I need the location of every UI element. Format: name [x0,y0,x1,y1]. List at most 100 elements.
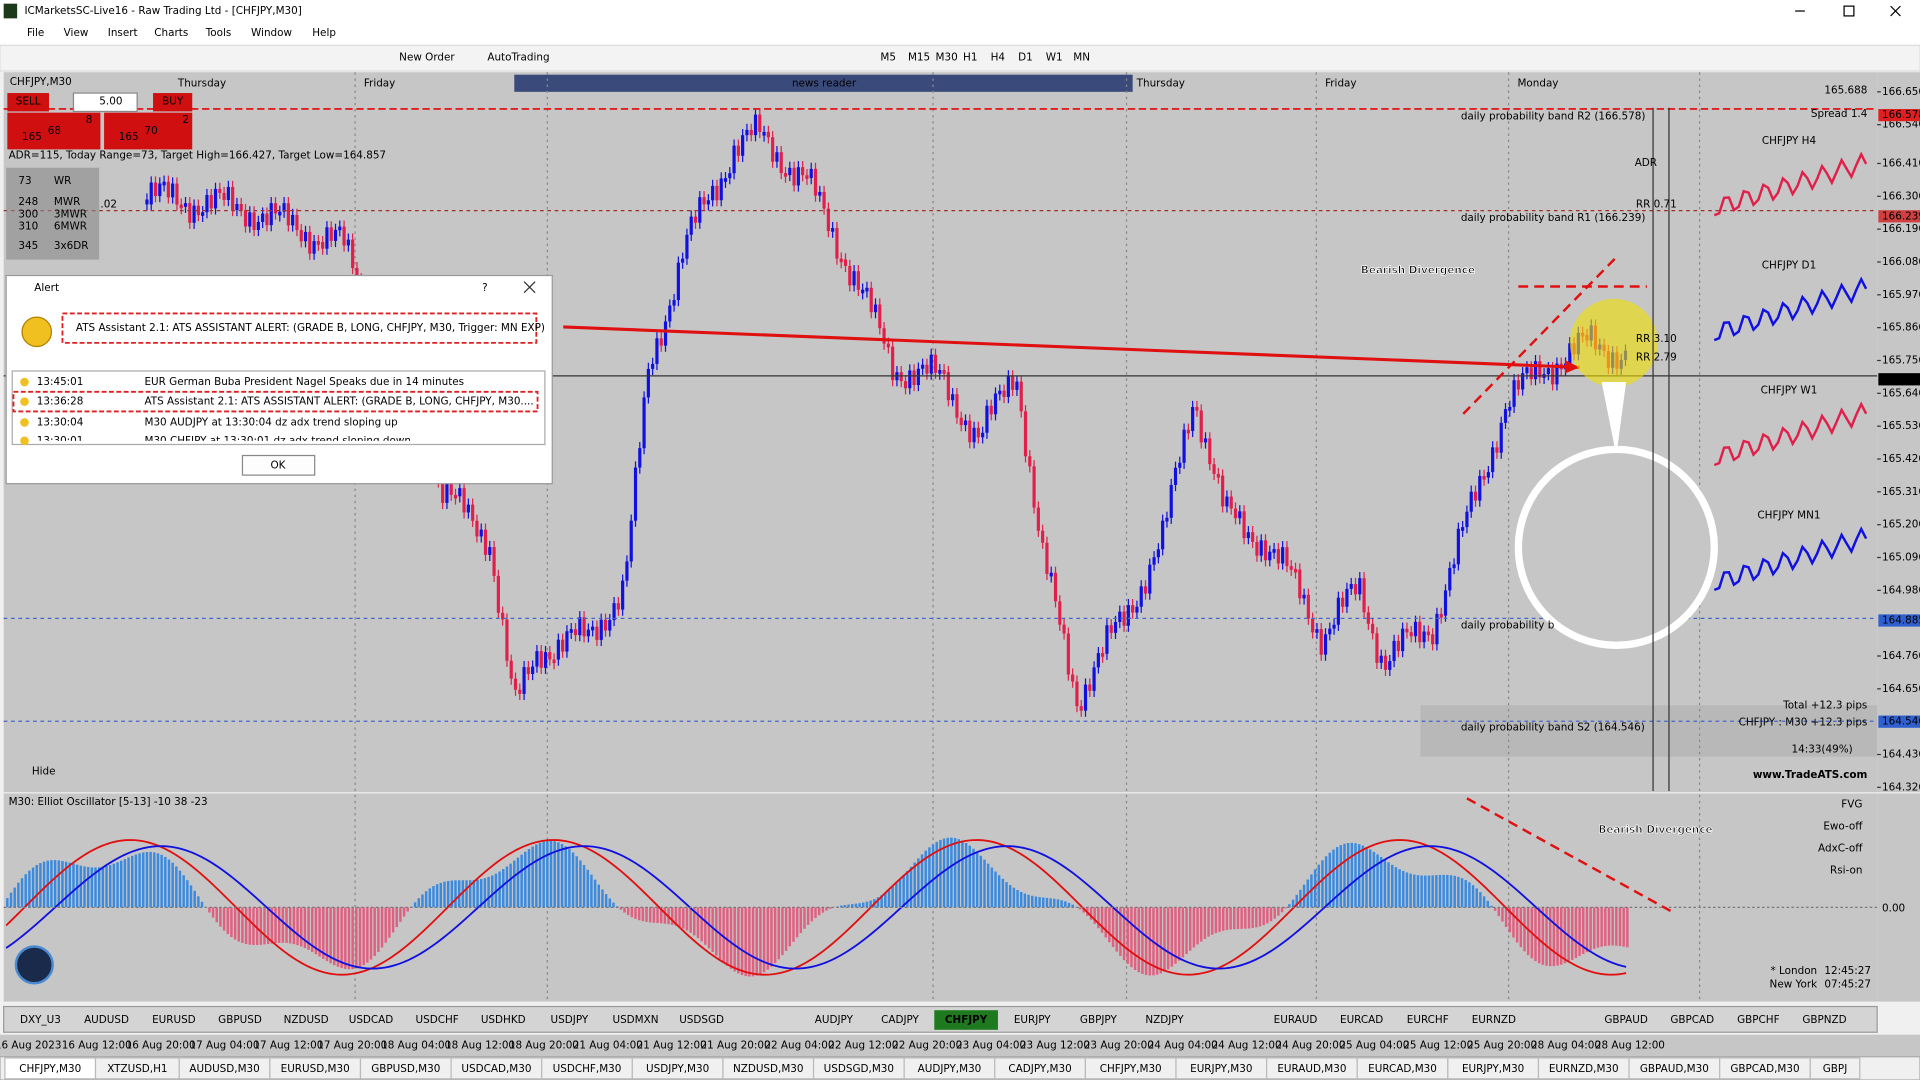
symbol-button[interactable]: USDCHF [416,1014,459,1026]
symbol-button[interactable]: DXY_U3 [20,1014,61,1026]
symbol-button[interactable]: CADJPY [881,1014,919,1026]
hide-button[interactable]: Hide [32,765,56,777]
symbol-button[interactable]: EURJPY [1014,1014,1051,1026]
oscillator-switch[interactable]: AdxC-off [1818,843,1863,855]
menu-item[interactable]: View [64,27,89,39]
symbol-button[interactable]: GBPCAD [1670,1014,1714,1026]
candle [775,152,779,162]
oscillator-switch[interactable]: Rsi-on [1830,865,1862,877]
toolbar-button[interactable]: New Order [399,52,455,64]
symbol-button[interactable]: EURCHF [1407,1014,1449,1026]
tab-label[interactable]: EURNZD,M30 [1549,1063,1619,1075]
tab-label[interactable]: EURUSD,M30 [281,1063,350,1075]
symbol-button[interactable]: USDMXN [612,1014,658,1026]
tab-label[interactable]: GBPJ [1823,1063,1848,1075]
toolbar-button[interactable]: AutoTrading [487,52,549,64]
timeframe-button[interactable]: M5 [880,52,896,64]
candle [539,651,543,668]
timeframe-button[interactable]: W1 [1046,52,1063,64]
histogram-bar [1475,888,1478,908]
symbol-button[interactable]: USDSGD [679,1014,724,1026]
symbol-button[interactable]: EURCAD [1340,1014,1383,1026]
symbol-button[interactable]: GBPJPY [1080,1014,1118,1026]
candle [162,181,166,186]
oscillator-axis [1877,793,1920,1002]
timeframe-button[interactable]: M15 [908,52,930,64]
ok-label[interactable]: OK [270,459,286,471]
symbol-button[interactable]: GBPUSD [218,1014,262,1026]
timeframe-button[interactable]: M30 [936,52,958,64]
menu-item[interactable]: Help [312,27,336,39]
menu-item[interactable]: File [27,27,44,39]
timeframe-button[interactable]: H1 [963,52,977,64]
oscillator-switch[interactable]: FVG [1841,798,1862,810]
symbol-button[interactable]: USDHKD [481,1014,526,1026]
tab-label[interactable]: AUDUSD,M30 [189,1063,259,1075]
lot-input[interactable] [72,92,138,113]
menu-item[interactable]: Tools [205,27,232,39]
tab-label[interactable]: USDJPY,M30 [646,1063,709,1075]
tab-label[interactable]: USDSGD,M30 [824,1063,894,1075]
timeframe-button[interactable]: H4 [991,52,1006,64]
tab-label[interactable]: EURAUD,M30 [1277,1063,1346,1075]
ok-button[interactable] [241,454,316,476]
window-controls[interactable] [1795,5,1901,17]
histogram-bar [1416,875,1420,908]
tab-label[interactable]: EURCAD,M30 [1368,1063,1437,1075]
tab-label[interactable]: CHFJPY,M30 [19,1063,81,1075]
menu-item[interactable]: Insert [108,27,138,39]
symbol-button[interactable]: GBPAUD [1604,1014,1648,1026]
adr-line: ADR=115, Today Range=73, Target High=166… [9,150,386,162]
tab-label[interactable]: GBPCAD,M30 [1730,1063,1799,1075]
symbol-button[interactable]: USDCAD [349,1014,394,1026]
candle [565,631,569,652]
tab-label[interactable]: EURJPY,M30 [1462,1063,1524,1075]
symbol-button[interactable]: NZDUSD [284,1014,329,1026]
symbol-button[interactable]: AUDJPY [815,1014,854,1026]
active-symbol[interactable] [934,1010,998,1030]
histogram-bar [1449,875,1453,908]
candle [1096,653,1100,668]
tab-label[interactable]: NZDUSD,M30 [733,1063,804,1075]
buy-button[interactable] [153,93,193,112]
tab[interactable] [1809,1057,1861,1080]
ask-box[interactable] [104,112,193,150]
bid-box[interactable] [7,112,101,150]
histogram-bar [1368,849,1372,908]
menu-item[interactable]: Window [251,27,292,39]
tab-label[interactable]: CADJPY,M30 [1008,1063,1071,1075]
time-label: 18 Aug 20:00 [509,1040,579,1052]
timeframe-button[interactable]: MN [1073,52,1090,64]
message-box [61,312,538,344]
candle [1478,475,1482,501]
day-label: Friday [1325,77,1357,89]
selected-row[interactable] [12,390,539,413]
menu-item[interactable]: Charts [154,27,188,39]
tab-label[interactable]: GBPAUD,M30 [1640,1063,1709,1075]
symbol-button[interactable]: GBPNZD [1802,1014,1846,1026]
oscillator-switch[interactable]: Ewo-off [1823,821,1863,833]
tab-label[interactable]: GBPUSD,M30 [371,1063,440,1075]
tab-label[interactable]: XTZUSD,H1 [107,1063,167,1075]
symbol-button[interactable]: AUDUSD [84,1014,129,1026]
histogram-bar [1405,872,1409,908]
dialog-help[interactable]: ? [482,282,488,294]
symbol-button[interactable]: EURNZD [1472,1014,1516,1026]
histogram-bar [1104,907,1107,938]
symbol-button[interactable]: EURUSD [152,1014,196,1026]
tab-label[interactable]: EURJPY,M30 [1190,1063,1252,1075]
sell-button[interactable] [7,93,49,112]
candle [278,211,282,216]
symbol-button[interactable]: USDJPY [551,1014,589,1026]
symbol-button[interactable]: NZDJPY [1145,1014,1184,1026]
tab-label[interactable]: AUDJPY,M30 [918,1063,982,1075]
symbol-button[interactable]: GBPCHF [1737,1014,1780,1026]
close-icon[interactable] [523,281,536,294]
news-reader-bar[interactable] [514,74,1133,92]
tab-label[interactable]: CHFJPY,M30 [1100,1063,1162,1075]
symbol-button[interactable]: EURAUD [1274,1014,1318,1026]
tab-label[interactable]: USDCHF,M30 [553,1063,622,1075]
timeframe-button[interactable]: D1 [1018,52,1033,64]
symbol-button[interactable]: CHFJPY [945,1014,988,1026]
tab-label[interactable]: USDCAD,M30 [461,1063,531,1075]
